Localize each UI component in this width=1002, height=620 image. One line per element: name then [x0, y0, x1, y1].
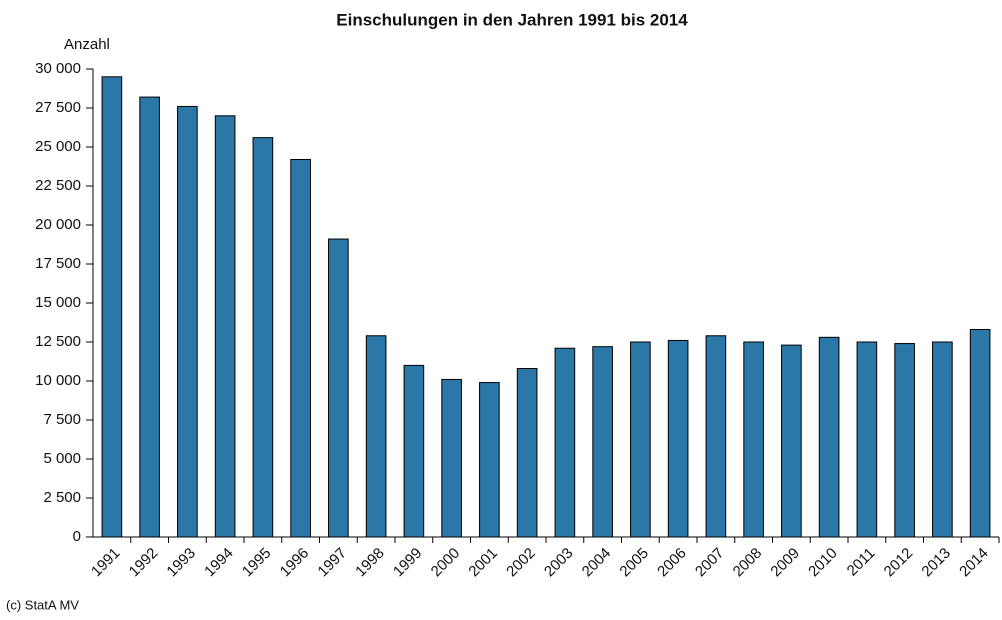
bar — [177, 105, 198, 538]
bar — [441, 378, 462, 538]
x-tick-label: 2014 — [956, 545, 992, 581]
source: (c) StatA MV — [6, 597, 79, 612]
bar — [630, 341, 651, 538]
y-tick-label: 2 500 — [43, 489, 81, 506]
y-tick-label: 30 000 — [35, 60, 81, 77]
bar — [705, 335, 727, 538]
bar — [554, 347, 576, 538]
bar — [932, 341, 953, 538]
y-tick-label: 17 500 — [35, 255, 81, 272]
x-tick-label: 1991 — [88, 545, 124, 581]
x-tick-label: 2001 — [465, 545, 501, 581]
bar — [781, 344, 802, 538]
x-tick-label: 2011 — [844, 545, 879, 580]
bar — [516, 368, 538, 538]
x-tick-label: 2007 — [692, 545, 728, 581]
x-tick-label: 1994 — [201, 545, 237, 581]
x-tick-label: 2013 — [918, 545, 954, 581]
x-tick-label: 1997 — [314, 545, 350, 581]
bar — [328, 238, 349, 538]
bar — [743, 341, 764, 538]
bar — [403, 364, 425, 538]
x-tick-label: 2003 — [541, 545, 577, 581]
bar — [479, 382, 500, 538]
bar — [139, 96, 160, 538]
bar — [894, 343, 915, 538]
x-tick-label: 2000 — [428, 545, 464, 581]
bar — [818, 336, 840, 538]
bar — [214, 115, 236, 538]
x-tick-label: 1996 — [277, 545, 313, 581]
y-axis-label: Anzahl — [64, 36, 110, 53]
bar — [969, 329, 991, 538]
x-tick-label: 1999 — [390, 545, 426, 581]
chart-title: Einschulungen in den Jahren 1991 bis 201… — [336, 10, 688, 29]
x-tick-label: 1995 — [239, 545, 275, 581]
bar — [252, 137, 274, 538]
x-tick-label: 2012 — [881, 545, 917, 581]
y-tick-label: 0 — [73, 528, 81, 545]
x-tick-label: 1998 — [352, 545, 388, 581]
y-tick-label: 7 500 — [43, 411, 81, 428]
y-tick-label: 12 500 — [35, 333, 81, 350]
x-tick-label: 2005 — [616, 545, 652, 581]
y-tick-label: 15 000 — [35, 294, 81, 311]
bar — [290, 158, 311, 538]
bar — [592, 346, 613, 538]
y-tick-label: 22 500 — [35, 177, 81, 194]
y-tick-label: 20 000 — [35, 216, 81, 233]
y-tick-label: 5 000 — [43, 450, 81, 467]
x-tick-label: 2008 — [730, 545, 766, 581]
y-tick-label: 25 000 — [35, 138, 81, 155]
bar — [365, 335, 387, 538]
bar — [667, 339, 689, 538]
x-tick-label: 1992 — [126, 545, 162, 581]
bar — [856, 341, 878, 538]
x-tick-label: 2009 — [767, 545, 803, 581]
x-tick-label: 2006 — [654, 545, 690, 581]
y-tick-label: 27 500 — [35, 99, 81, 116]
y-tick-label: 10 000 — [35, 372, 81, 389]
x-tick-label: 2002 — [503, 545, 539, 581]
x-tick-label: 2010 — [805, 545, 841, 581]
x-tick-label: 1993 — [163, 545, 199, 581]
bar — [101, 76, 123, 538]
x-tick-label: 2004 — [579, 545, 615, 581]
